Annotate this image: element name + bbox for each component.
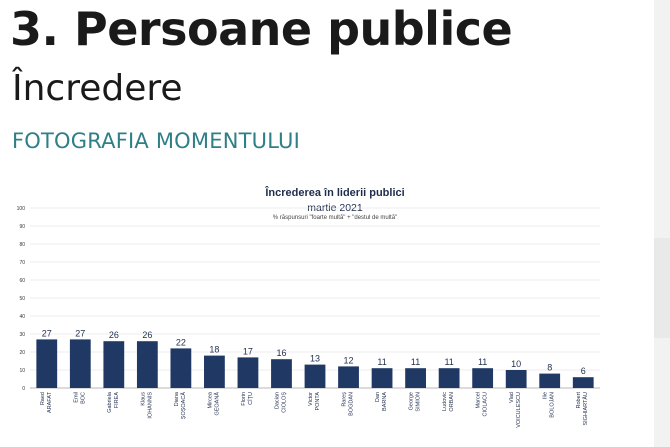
x-tick-label: Mircea <box>207 391 213 408</box>
bar <box>338 366 359 388</box>
x-tick-label: Rareș <box>342 392 348 407</box>
y-tick-label: 40 <box>19 314 25 320</box>
x-tick-label: PONTA <box>315 392 321 411</box>
bar <box>237 357 259 388</box>
data-label: 11 <box>411 357 420 367</box>
bar <box>371 368 393 388</box>
data-label: 17 <box>243 346 253 356</box>
x-tick-label: BOC <box>80 392 86 404</box>
x-tick-label: Diana <box>174 391 180 406</box>
bar <box>69 339 91 388</box>
data-label: 27 <box>75 328 85 338</box>
bar <box>304 364 326 388</box>
y-tick-label: 30 <box>19 332 25 338</box>
y-tick-label: 70 <box>19 260 25 266</box>
chart-title: Încrederea în liderii publici <box>265 187 405 199</box>
slide-subtitle: Încredere <box>12 68 183 109</box>
data-label: 13 <box>310 354 320 364</box>
data-label: 26 <box>142 330 152 340</box>
x-tick-label: Victor <box>308 392 314 406</box>
x-tick-label: Ilie <box>543 392 549 399</box>
x-tick-label: BOGDAN <box>349 392 355 416</box>
y-tick-label: 0 <box>22 386 25 392</box>
data-label: 11 <box>444 357 453 367</box>
y-tick-label: 50 <box>19 296 25 302</box>
x-tick-label: Vlad <box>509 392 515 403</box>
data-label: 22 <box>176 337 186 347</box>
x-tick-label: ȘOȘOACĂ <box>180 392 187 420</box>
data-label: 18 <box>209 345 219 355</box>
y-tick-label: 60 <box>19 278 25 284</box>
data-label: 16 <box>276 348 286 358</box>
x-tick-label: ORBAN <box>449 392 455 412</box>
x-tick-label: Gabriela <box>107 391 113 413</box>
bar <box>572 377 594 388</box>
bar <box>36 339 58 388</box>
x-tick-label: GEOANĂ <box>213 392 220 416</box>
x-tick-label: ARAFAT <box>47 391 53 413</box>
bar <box>505 370 527 388</box>
data-label: 11 <box>377 357 386 367</box>
data-label: 27 <box>42 328 52 338</box>
slide-title: 3. Persoane publice <box>10 2 513 56</box>
x-tick-label: Ludovic <box>442 392 448 411</box>
slide-section-heading: FOTOGRAFIA MOMENTULUI <box>12 129 301 153</box>
x-tick-label: BOLOJAN <box>550 392 556 418</box>
x-tick-label: Raed <box>40 392 46 405</box>
data-label: 11 <box>478 357 487 367</box>
data-label: 12 <box>344 355 354 365</box>
x-tick-label: Marcel <box>476 392 482 409</box>
x-tick-label: CÎȚU <box>247 392 254 405</box>
chart-note: % răspunsuri "foarte multă" + "destul de… <box>272 215 398 221</box>
data-label: 6 <box>581 366 586 376</box>
data-label: 8 <box>547 363 552 373</box>
bar <box>271 359 292 388</box>
bar <box>103 341 125 388</box>
bar <box>405 368 426 388</box>
bar <box>472 368 494 388</box>
background-strip-shade <box>654 238 670 338</box>
x-tick-label: VOICULESCU <box>516 392 522 428</box>
data-label: 26 <box>109 330 119 340</box>
x-tick-label: CIOLACU <box>483 392 489 416</box>
y-tick-label: 100 <box>17 206 26 212</box>
x-tick-label: SIMION <box>416 392 422 412</box>
bar <box>539 373 561 388</box>
x-tick-label: BARNA <box>382 392 388 411</box>
x-tick-label: CIOLOȘ <box>281 392 287 413</box>
y-tick-label: 80 <box>19 242 25 248</box>
x-tick-label: SIGHIARTĂU <box>582 392 589 426</box>
bar <box>438 368 460 388</box>
x-tick-label: Emil <box>73 392 79 403</box>
bar <box>204 355 225 388</box>
y-tick-label: 20 <box>19 350 25 356</box>
x-tick-label: George <box>409 392 415 410</box>
x-tick-label: Florin <box>241 392 247 406</box>
bar <box>170 348 192 388</box>
x-tick-label: Klaus <box>140 392 146 406</box>
y-tick-label: 90 <box>19 224 25 230</box>
y-tick-label: 10 <box>19 368 25 374</box>
bar <box>136 341 158 388</box>
x-tick-label: IOHANNIS <box>147 392 153 419</box>
x-tick-label: Dacian <box>274 392 280 409</box>
x-tick-label: Dan <box>375 392 381 402</box>
x-tick-label: Robert <box>576 392 582 409</box>
data-label: 10 <box>511 359 521 369</box>
x-tick-label: FIREA <box>114 392 120 409</box>
